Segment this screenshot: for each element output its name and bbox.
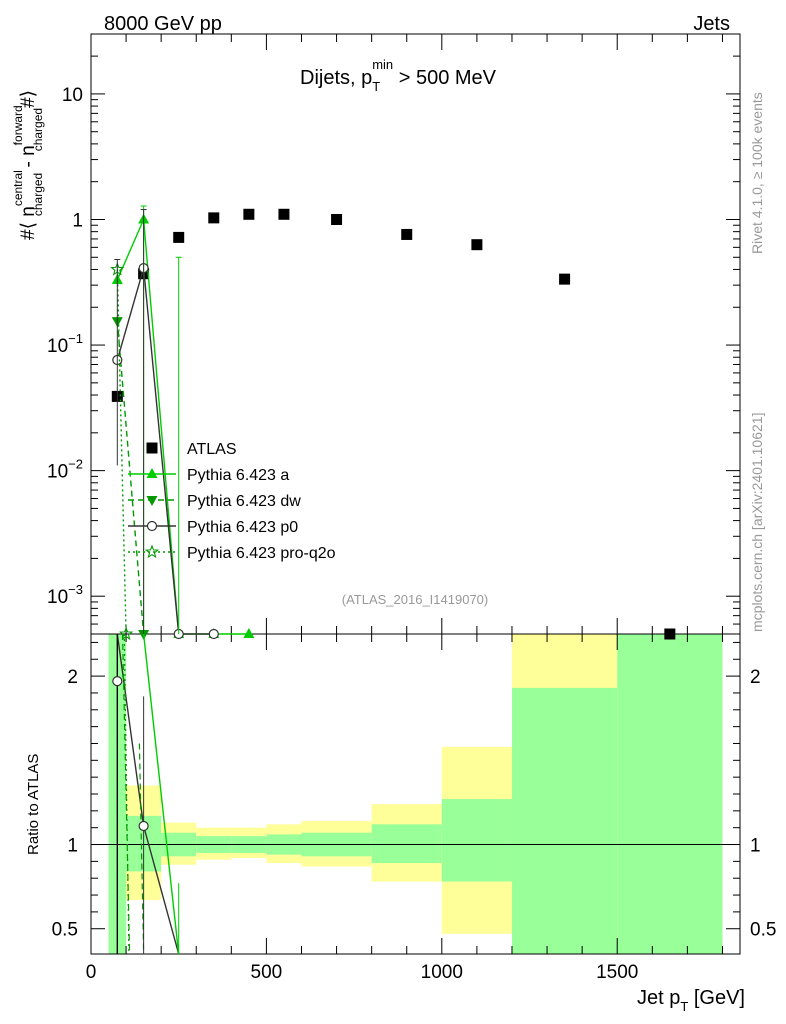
analysis-id: (ATLAS_2016_I1419070) xyxy=(342,592,488,607)
legend-label-atlas: ATLAS xyxy=(187,441,237,458)
y-tick-label: 10−3 xyxy=(47,582,83,608)
x-tick-label: 1500 xyxy=(596,962,638,983)
x-tick-label: 0 xyxy=(86,962,97,983)
legend-marker-atlas xyxy=(146,442,158,454)
data-point-pythia-6-423-p0 xyxy=(208,628,219,640)
legend-marker-pythia-6-423-p0 xyxy=(146,520,158,532)
data-point-atlas xyxy=(243,208,255,220)
legend-label-pythia-6-423-p0: Pythia 6.423 p0 xyxy=(187,519,298,536)
ratio-series-line xyxy=(142,633,180,955)
legend: ATLAS Pythia 6.423 a Pythia 6.423 dw Pythia… xyxy=(128,441,336,562)
ratio-y-tick-label: 1 xyxy=(67,836,78,857)
ratio-series-line-dw-2 xyxy=(138,743,145,955)
legend-label-pythia-6-423-a: Pythia 6.423 a xyxy=(187,467,289,484)
ratio-band-inner xyxy=(511,687,618,954)
main-axes: 10−3 10−2 10−1 1 10 xyxy=(47,34,740,634)
legend-marker-pythia-6-423-dw xyxy=(146,496,158,506)
process-label: Jets xyxy=(693,13,730,35)
ratio-bands xyxy=(108,634,723,954)
legend-marker-pythia-6-423-a xyxy=(146,468,158,478)
legend-marker-pythia-6-423-pro-q2o xyxy=(144,544,160,559)
side-label-top: Rivet 4.1.0, ≥ 100k events xyxy=(749,92,765,254)
x-tick-label: 1000 xyxy=(421,962,463,983)
data-point-pythia-6-423-a xyxy=(243,628,255,638)
y-tick-label: 10−1 xyxy=(47,331,83,357)
legend-label-pythia-6-423-pro-q2o: Pythia 6.423 pro-q2o xyxy=(187,545,336,562)
ratio-y-label: Ratio to ATLAS xyxy=(25,754,42,855)
x-axis-label: Jet pT [GeV] xyxy=(637,987,745,1014)
legend-label-pythia-6-423-dw: Pythia 6.423 dw xyxy=(187,493,301,510)
y-tick-label: 1 xyxy=(72,210,83,231)
ratio-band-inner xyxy=(441,799,512,882)
side-label-bottom: mcplots.cern.ch [arXiv:2401.10621] xyxy=(749,413,765,632)
ratio-series xyxy=(112,633,180,955)
ratio-data-point-pythia-6-423-p0 xyxy=(138,820,149,832)
ratio-y-tick-label-right: 2 xyxy=(750,667,761,688)
ratio-series-line-pro-q2o xyxy=(123,633,130,955)
data-point-atlas xyxy=(471,239,483,251)
ratio-band-inner xyxy=(617,634,723,954)
data-point-atlas xyxy=(208,212,220,224)
data-point-atlas xyxy=(664,628,676,640)
series-line-pythia-6-423-a xyxy=(116,219,249,635)
data-point-atlas xyxy=(401,228,413,240)
energy-label: 8000 GeV pp xyxy=(104,13,222,35)
ratio-y-tick-label-right: 1 xyxy=(750,836,761,857)
data-point-atlas xyxy=(331,213,343,225)
main-series xyxy=(110,205,676,641)
x-tick-label: 500 xyxy=(251,962,283,983)
data-point-atlas xyxy=(559,273,571,285)
ratio-axes: 0.5 0.5 1 1 2 2 0 500 1000 1500 xyxy=(52,634,776,983)
ratio-y-tick-label-right: 0.5 xyxy=(750,920,776,941)
y-tick-label: 10 xyxy=(62,85,83,106)
data-point-pythia-6-423-pro-q2o xyxy=(118,626,134,641)
series-line-pythia-6-423-dw xyxy=(116,321,145,635)
data-point-atlas xyxy=(278,208,290,220)
ratio-band-inner xyxy=(371,824,442,864)
main-panel-frame xyxy=(90,33,741,635)
ratio-y-tick-label: 0.5 xyxy=(52,920,78,941)
y-tick-label: 10−2 xyxy=(47,457,83,483)
ratio-data-point-pythia-6-423-p0 xyxy=(112,676,123,687)
main-y-label: #⟨ ncentral charged - nforward charged#⟩ xyxy=(11,90,45,240)
ratio-y-tick-label: 2 xyxy=(67,667,78,688)
data-point-atlas xyxy=(173,231,185,243)
series-line-pythia-6-423-p0 xyxy=(116,267,214,635)
series-line-pythia-6-423-pro-q2o xyxy=(116,269,127,635)
chart-title: Dijets, pTmin > 500 MeV xyxy=(300,57,497,94)
